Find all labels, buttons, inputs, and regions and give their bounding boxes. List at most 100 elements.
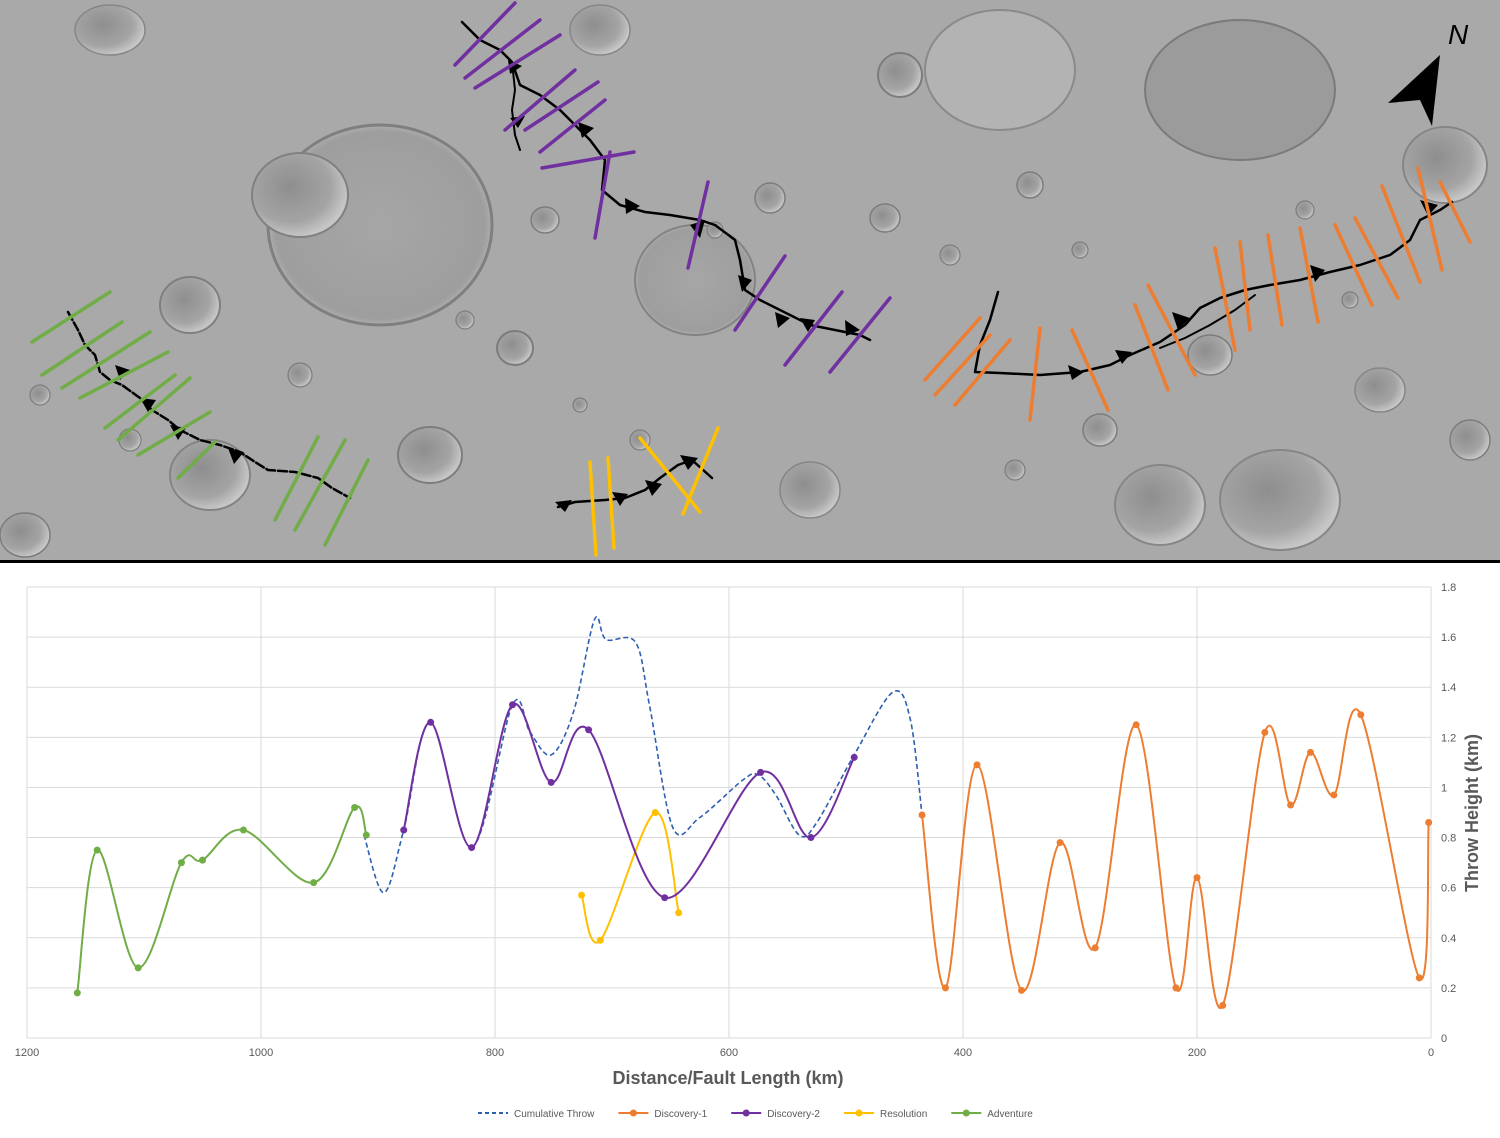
y-axis-label: Throw Height (km) bbox=[1462, 734, 1482, 892]
legend-marker bbox=[855, 1109, 863, 1117]
adventure-point-5 bbox=[239, 826, 247, 834]
y-tick-label: 0.8 bbox=[1441, 833, 1456, 845]
discovery-1-point-9 bbox=[1219, 1001, 1227, 1009]
legend-label: Discovery-1 bbox=[654, 1109, 707, 1120]
north-arrow: N bbox=[1388, 19, 1469, 126]
adventure-point-2 bbox=[134, 964, 142, 972]
series-resolution bbox=[578, 809, 683, 944]
x-axis-label: Distance/Fault Length (km) bbox=[612, 1068, 843, 1088]
discovery-2-point-8 bbox=[807, 834, 815, 842]
legend-marker bbox=[629, 1109, 637, 1117]
legend-label: Adventure bbox=[987, 1109, 1033, 1120]
discovery-1-point-2 bbox=[973, 761, 981, 769]
discovery-1-point-15 bbox=[1415, 974, 1423, 982]
y-tick-label: 0.6 bbox=[1441, 883, 1456, 895]
resolution-point-0 bbox=[578, 891, 586, 899]
legend-label: Discovery-2 bbox=[767, 1109, 820, 1120]
chart-series bbox=[73, 616, 1433, 1010]
resolution-point-1 bbox=[596, 936, 604, 944]
discovery-2-point-4 bbox=[547, 778, 555, 786]
y-tick-label: 1.6 bbox=[1441, 632, 1456, 644]
x-tick-label: 400 bbox=[954, 1047, 972, 1059]
discovery-2-profile-lines bbox=[453, 1, 892, 374]
y-tick-label: 1.8 bbox=[1441, 582, 1456, 594]
discovery-1-point-11 bbox=[1287, 801, 1295, 809]
y-tick-label: 0.2 bbox=[1441, 983, 1456, 995]
discovery-2-branch-trace bbox=[511, 61, 521, 151]
north-arrow-icon bbox=[1388, 55, 1440, 126]
adventure-point-6 bbox=[310, 879, 318, 887]
y-tick-labels: 0 0.2 0.4 0.6 0.8 1 1.2 1.4 1.6 1.8 bbox=[1441, 582, 1456, 1045]
discovery-1-point-13 bbox=[1330, 791, 1338, 799]
discovery-1-profile-lines bbox=[923, 166, 1472, 422]
throw-profile-chart: 1200 1000 800 600 400 200 0 0 0.2 0.4 0.6 0.8 1 1.2 1… bbox=[0, 563, 1500, 1133]
discovery-1-point-16 bbox=[1425, 819, 1433, 827]
discovery-1-point-5 bbox=[1091, 944, 1099, 952]
resolution-line bbox=[580, 811, 680, 944]
resolution-point-3 bbox=[675, 909, 683, 917]
discovery-1-point-12 bbox=[1306, 748, 1314, 756]
x-tick-labels: 1200 1000 800 600 400 200 0 bbox=[15, 1047, 1434, 1059]
x-tick-label: 600 bbox=[720, 1047, 738, 1059]
discovery-2-fault-trace bbox=[460, 20, 872, 342]
discovery-2-point-6 bbox=[661, 894, 669, 902]
discovery-1-point-8 bbox=[1193, 874, 1201, 882]
discovery-2-point-2 bbox=[468, 844, 476, 852]
legend-item-resolution: Resolution bbox=[844, 1109, 927, 1120]
adventure-point-7 bbox=[351, 803, 359, 811]
y-tick-label: 1.4 bbox=[1441, 682, 1456, 694]
discovery-1-point-7 bbox=[1172, 984, 1180, 992]
fault-map-image: N bbox=[0, 0, 1500, 563]
legend-item-discovery-1: Discovery-1 bbox=[618, 1109, 708, 1120]
y-tick-label: 0.4 bbox=[1441, 933, 1456, 945]
discovery-1-point-3 bbox=[1018, 986, 1025, 994]
discovery-2-point-3 bbox=[509, 701, 517, 709]
legend-item-adventure: Adventure bbox=[951, 1109, 1033, 1120]
discovery-2-point-0 bbox=[400, 826, 408, 834]
discovery-2-point-1 bbox=[427, 718, 435, 726]
resolution-point-2 bbox=[651, 809, 659, 816]
adventure-point-8 bbox=[362, 831, 370, 839]
thrust-teeth bbox=[115, 60, 1438, 512]
x-tick-label: 200 bbox=[1188, 1047, 1206, 1059]
series-discovery-1 bbox=[918, 708, 1433, 1010]
discovery-2-line bbox=[402, 703, 856, 899]
discovery-2-point-9 bbox=[850, 753, 858, 761]
adventure-fault-trace bbox=[66, 310, 352, 500]
chart-gridlines bbox=[26, 586, 1432, 1039]
x-tick-label: 0 bbox=[1428, 1047, 1434, 1059]
x-tick-label: 1000 bbox=[249, 1047, 273, 1059]
discovery-2-point-5 bbox=[585, 726, 593, 734]
legend-item-cumulative-throw: Cumulative Throw bbox=[478, 1109, 595, 1120]
discovery-1-point-4 bbox=[1056, 839, 1064, 847]
north-label: N bbox=[1448, 19, 1469, 50]
discovery-1-point-0 bbox=[918, 811, 926, 819]
series-adventure bbox=[73, 803, 370, 997]
y-tick-label: 1 bbox=[1441, 782, 1447, 794]
adventure-profile-lines bbox=[30, 290, 370, 547]
legend-label: Resolution bbox=[880, 1109, 927, 1120]
adventure-point-1 bbox=[93, 846, 101, 854]
legend-item-discovery-2: Discovery-2 bbox=[731, 1109, 820, 1120]
chart-legend: Cumulative Throw Discovery-1 Discovery-2 Re… bbox=[478, 1109, 1033, 1120]
adventure-point-4 bbox=[199, 856, 206, 864]
discovery-1-point-1 bbox=[941, 984, 949, 992]
discovery-1-point-14 bbox=[1357, 711, 1365, 719]
y-tick-label: 0 bbox=[1441, 1033, 1447, 1045]
discovery-1-point-10 bbox=[1261, 728, 1269, 736]
discovery-1-line bbox=[921, 708, 1430, 1010]
adventure-point-0 bbox=[73, 989, 81, 997]
series-discovery-2 bbox=[400, 701, 858, 902]
x-tick-label: 800 bbox=[486, 1047, 504, 1059]
resolution-profile-lines bbox=[588, 426, 720, 557]
discovery-2-point-7 bbox=[757, 768, 765, 776]
adventure-point-3 bbox=[177, 859, 185, 867]
y-tick-label: 1.2 bbox=[1441, 732, 1456, 744]
discovery-1-fault-trace bbox=[973, 200, 1454, 377]
legend-marker bbox=[962, 1109, 970, 1117]
terrain bbox=[0, 4, 1491, 558]
chart-background bbox=[0, 563, 1500, 1133]
discovery-1-point-6 bbox=[1132, 721, 1140, 729]
legend-marker bbox=[742, 1109, 750, 1117]
x-tick-label: 1200 bbox=[15, 1047, 39, 1059]
